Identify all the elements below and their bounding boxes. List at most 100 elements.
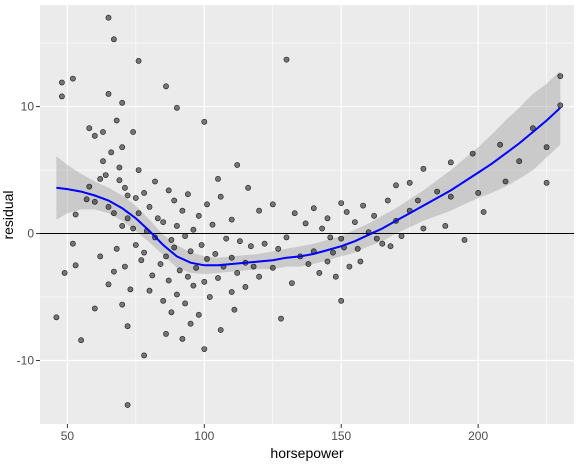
data-point: [119, 301, 126, 308]
data-point: [201, 278, 208, 285]
data-point: [373, 235, 380, 242]
data-point: [236, 238, 243, 245]
data-point: [338, 297, 345, 304]
data-point: [86, 125, 93, 132]
data-point: [228, 289, 235, 295]
data-point: [291, 210, 298, 217]
data-point: [160, 219, 167, 225]
data-point: [215, 275, 221, 281]
data-point: [182, 233, 188, 239]
data-point: [184, 273, 191, 280]
data-point: [116, 177, 123, 184]
data-point: [278, 315, 284, 322]
x-tick-label: 50: [61, 429, 75, 443]
confidence-band: [56, 71, 561, 275]
data-point: [102, 172, 109, 178]
data-point: [324, 258, 331, 265]
data-point: [111, 36, 117, 43]
data-point: [346, 263, 353, 270]
data-point: [231, 306, 238, 313]
data-point: [146, 203, 153, 210]
data-point: [502, 178, 509, 185]
data-point: [86, 183, 93, 190]
data-point: [338, 235, 345, 242]
data-point: [165, 187, 172, 194]
data-point: [132, 242, 139, 248]
data-point: [442, 222, 449, 229]
data-point: [275, 245, 282, 252]
data-point: [302, 220, 309, 227]
data-point: [124, 323, 131, 330]
data-point: [116, 164, 123, 171]
minor-gridlines: [40, 5, 574, 424]
data-point: [420, 165, 427, 172]
smooth-line: [56, 107, 561, 267]
data-point: [100, 158, 106, 165]
data-point: [154, 215, 161, 222]
data-point: [234, 269, 241, 276]
data-point: [105, 281, 112, 288]
data-point: [305, 261, 312, 267]
data-point: [543, 179, 550, 186]
data-point: [319, 225, 325, 232]
data-point: [215, 175, 221, 182]
data-point: [354, 245, 361, 252]
data-point: [184, 191, 191, 198]
data-point: [111, 268, 117, 275]
data-point: [247, 243, 254, 250]
data-point: [163, 330, 169, 337]
data-point: [122, 263, 128, 270]
y-tick-label: 10: [21, 100, 35, 114]
data-point: [59, 93, 65, 100]
data-point: [72, 211, 79, 218]
data-point: [100, 129, 106, 135]
data-point: [384, 197, 391, 204]
data-point: [119, 222, 126, 229]
data-point: [357, 258, 364, 265]
data-point: [212, 250, 219, 257]
data-point: [97, 175, 104, 182]
y-tick-label: 0: [27, 227, 34, 241]
x-tick-label: 150: [331, 429, 351, 443]
data-point: [124, 215, 131, 222]
data-point: [141, 189, 147, 196]
data-point: [141, 249, 147, 256]
data-point: [338, 200, 345, 206]
data-point: [171, 244, 178, 251]
data-point: [256, 207, 262, 214]
data-point: [160, 297, 167, 304]
data-point: [543, 144, 550, 151]
data-point: [176, 267, 183, 274]
data-point: [283, 234, 290, 241]
data-point: [182, 300, 188, 307]
data-point: [360, 202, 366, 209]
data-point: [557, 102, 564, 109]
data-point: [332, 273, 339, 280]
data-point: [195, 212, 202, 219]
data-point: [130, 129, 136, 135]
data-point: [261, 240, 268, 247]
data-point: [420, 225, 427, 232]
data-point: [480, 209, 487, 215]
data-point: [228, 216, 235, 223]
data-point: [497, 141, 503, 148]
data-point: [59, 79, 65, 86]
data-point: [414, 197, 421, 204]
y-axis-ticks: -10 0 10: [17, 100, 40, 368]
data-point: [475, 189, 482, 196]
x-axis-title: horsepower: [270, 445, 343, 461]
data-point: [173, 104, 180, 111]
data-point: [228, 254, 235, 261]
data-point: [138, 257, 145, 264]
data-point: [70, 240, 76, 247]
data-point: [283, 56, 290, 63]
data-point: [157, 261, 164, 267]
data-point: [163, 83, 169, 90]
data-point: [310, 205, 317, 212]
data-point: [206, 294, 213, 300]
data-point: [204, 255, 210, 262]
data-point: [163, 253, 169, 260]
x-tick-label: 200: [468, 429, 488, 443]
data-point: [256, 273, 262, 280]
data-point: [193, 264, 199, 271]
